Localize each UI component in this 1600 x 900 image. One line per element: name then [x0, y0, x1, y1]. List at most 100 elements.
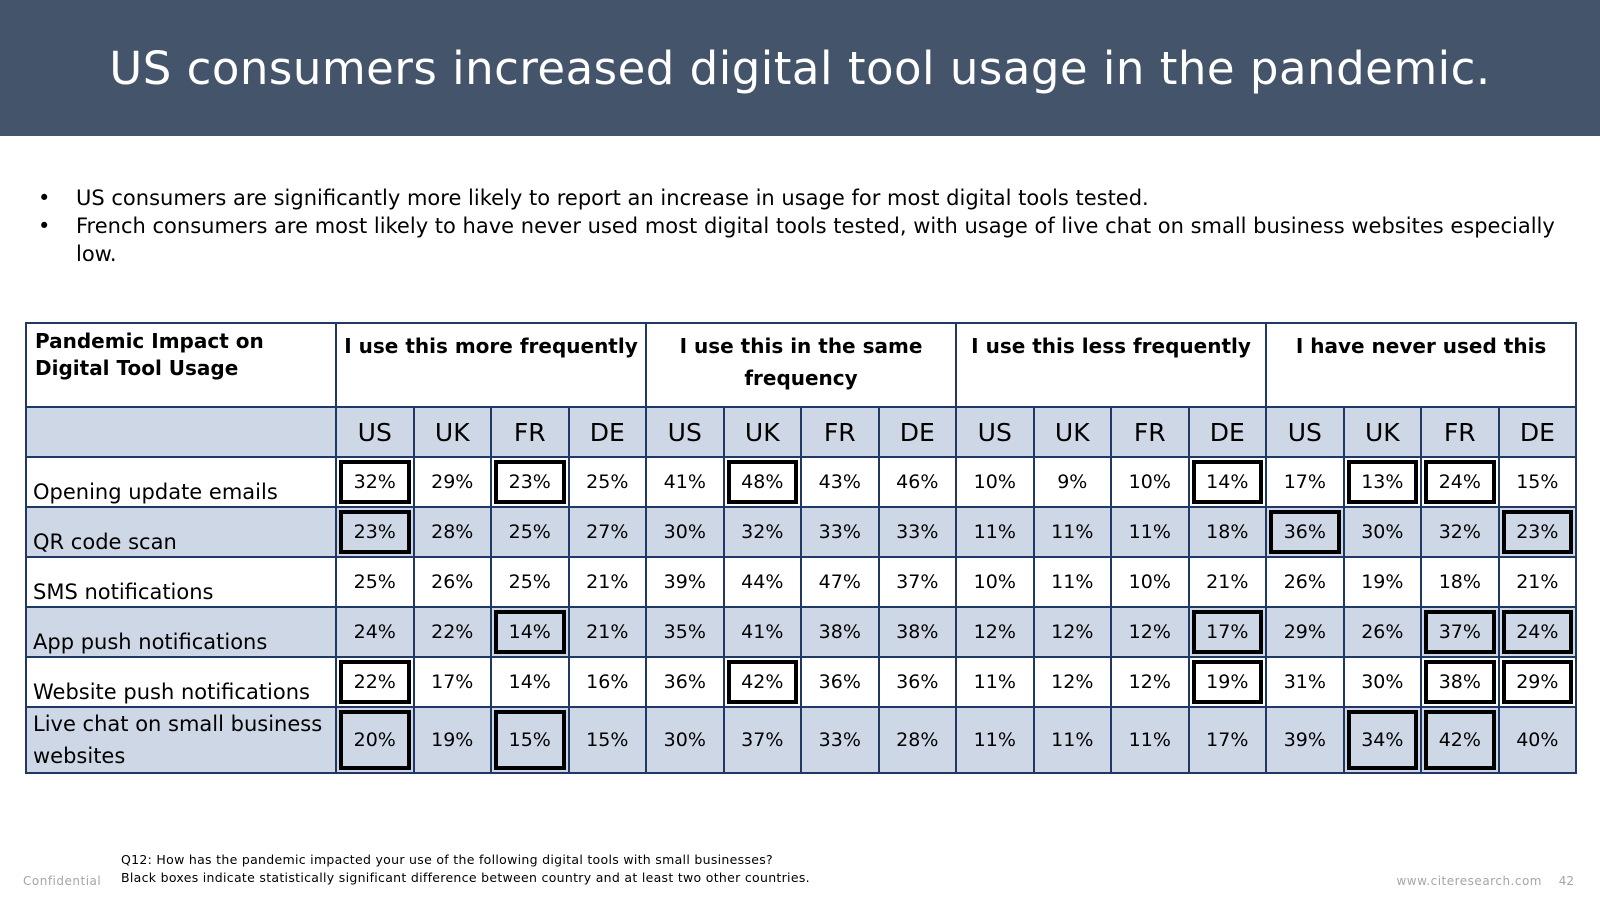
significant-value-cell: 42% — [1420, 706, 1500, 774]
value-cell: 37% — [877, 556, 958, 608]
country-header: DE — [877, 406, 958, 458]
value-cell: 12% — [1032, 606, 1113, 658]
country-header: US — [645, 406, 725, 458]
country-header-blank — [25, 406, 337, 458]
country-header: UK — [722, 406, 803, 458]
corner-label: Pandemic Impact on Digital Tool Usage — [25, 322, 337, 408]
country-header: US — [1265, 406, 1345, 458]
value-cell: 18% — [1187, 506, 1268, 558]
bullet-list: US consumers are significantly more like… — [36, 184, 1556, 268]
country-header: FR — [800, 406, 880, 458]
value-cell: 38% — [877, 606, 958, 658]
value-cell: 11% — [1032, 506, 1113, 558]
title-bar: US consumers increased digital tool usag… — [0, 0, 1600, 136]
significant-value-cell: 24% — [1497, 606, 1578, 658]
value-cell: 44% — [722, 556, 803, 608]
significant-value-cell: 23% — [335, 506, 415, 558]
value-cell: 36% — [877, 656, 958, 708]
country-header: US — [955, 406, 1035, 458]
value-cell: 36% — [645, 656, 725, 708]
group-header: I use this less frequently — [955, 322, 1268, 408]
value-cell: 43% — [800, 456, 880, 508]
value-cell: 10% — [1110, 456, 1190, 508]
table-row: QR code scan 23% 28% 25% 27% 30% 32% 33% 33% 11% 1… — [25, 506, 1578, 558]
country-header: UK — [1032, 406, 1113, 458]
footnote: Q12: How has the pandemic impacted your … — [121, 851, 810, 887]
table-row: App push notifications 24% 22% 14% 21% 35% 41%… — [25, 606, 1578, 658]
value-cell: 14% — [490, 656, 570, 708]
value-cell: 36% — [800, 656, 880, 708]
website-link[interactable]: www.citeresearch.com — [1396, 874, 1542, 888]
value-cell: 10% — [955, 556, 1035, 608]
value-cell: 17% — [412, 656, 492, 708]
significant-value-cell: 19% — [1187, 656, 1268, 708]
country-header: DE — [1187, 406, 1268, 458]
table-row: Website push notifications 22% 17% 14% 16% 36… — [25, 656, 1578, 708]
table-row: Live chat on small business websites 20% 1… — [25, 706, 1578, 774]
value-cell: 41% — [722, 606, 803, 658]
value-cell: 15% — [567, 706, 648, 774]
significant-value-cell: 34% — [1342, 706, 1423, 774]
table-row: Opening update emails 32% 29% 23% 25% 41% 48% 4… — [25, 456, 1578, 508]
significant-value-cell: 14% — [1187, 456, 1268, 508]
row-label: SMS notifications — [25, 556, 337, 608]
slide-title: US consumers increased digital tool usag… — [109, 41, 1491, 95]
footnote-note: Black boxes indicate statistically signi… — [121, 870, 810, 885]
value-cell: 11% — [1110, 506, 1190, 558]
value-cell: 30% — [1342, 506, 1423, 558]
significant-value-cell: 48% — [722, 456, 803, 508]
value-cell: 10% — [955, 456, 1035, 508]
value-cell: 12% — [1110, 656, 1190, 708]
value-cell: 11% — [1032, 556, 1113, 608]
value-cell: 19% — [1342, 556, 1423, 608]
row-label: Live chat on small business websites — [25, 706, 337, 774]
value-cell: 26% — [1265, 556, 1345, 608]
value-cell: 27% — [567, 506, 648, 558]
value-cell: 31% — [1265, 656, 1345, 708]
value-cell: 12% — [1110, 606, 1190, 658]
value-cell: 19% — [412, 706, 492, 774]
value-cell: 32% — [1420, 506, 1500, 558]
country-header: FR — [1420, 406, 1500, 458]
row-label: Website push notifications — [25, 656, 337, 708]
value-cell: 22% — [412, 606, 492, 658]
value-cell: 11% — [955, 706, 1035, 774]
country-header: UK — [1342, 406, 1423, 458]
country-header: DE — [567, 406, 648, 458]
value-cell: 28% — [412, 506, 492, 558]
group-header: I use this more frequently — [334, 322, 648, 408]
value-cell: 32% — [722, 506, 803, 558]
significant-value-cell: 17% — [1187, 606, 1268, 658]
value-cell: 18% — [1420, 556, 1500, 608]
significant-value-cell: 14% — [490, 606, 570, 658]
country-header: FR — [1110, 406, 1190, 458]
value-cell: 40% — [1497, 706, 1578, 774]
value-cell: 30% — [1342, 656, 1423, 708]
table-row: SMS notifications 25% 26% 25% 21% 39% 44% 47% 37… — [25, 556, 1578, 608]
value-cell: 11% — [1032, 706, 1113, 774]
significant-value-cell: 36% — [1265, 506, 1345, 558]
value-cell: 21% — [1497, 556, 1578, 608]
country-header: DE — [1497, 406, 1578, 458]
value-cell: 47% — [800, 556, 880, 608]
country-header: FR — [490, 406, 570, 458]
row-label: App push notifications — [25, 606, 337, 658]
bullet-item: French consumers are most likely to have… — [36, 212, 1556, 268]
value-cell: 39% — [645, 556, 725, 608]
value-cell: 21% — [567, 556, 648, 608]
country-header: US — [335, 406, 415, 458]
value-cell: 25% — [335, 556, 415, 608]
value-cell: 30% — [645, 506, 725, 558]
value-cell: 33% — [800, 506, 880, 558]
footnote-question: Q12: How has the pandemic impacted your … — [121, 852, 773, 867]
significant-value-cell: 13% — [1342, 456, 1423, 508]
significant-value-cell: 32% — [335, 456, 415, 508]
value-cell: 21% — [1187, 556, 1268, 608]
value-cell: 38% — [800, 606, 880, 658]
significant-value-cell: 24% — [1420, 456, 1500, 508]
value-cell: 10% — [1110, 556, 1190, 608]
value-cell: 26% — [412, 556, 492, 608]
country-header-row: US UK FR DE US UK FR DE US UK FR DE US UK FR DE — [25, 406, 1578, 458]
significant-value-cell: 42% — [722, 656, 803, 708]
value-cell: 35% — [645, 606, 725, 658]
